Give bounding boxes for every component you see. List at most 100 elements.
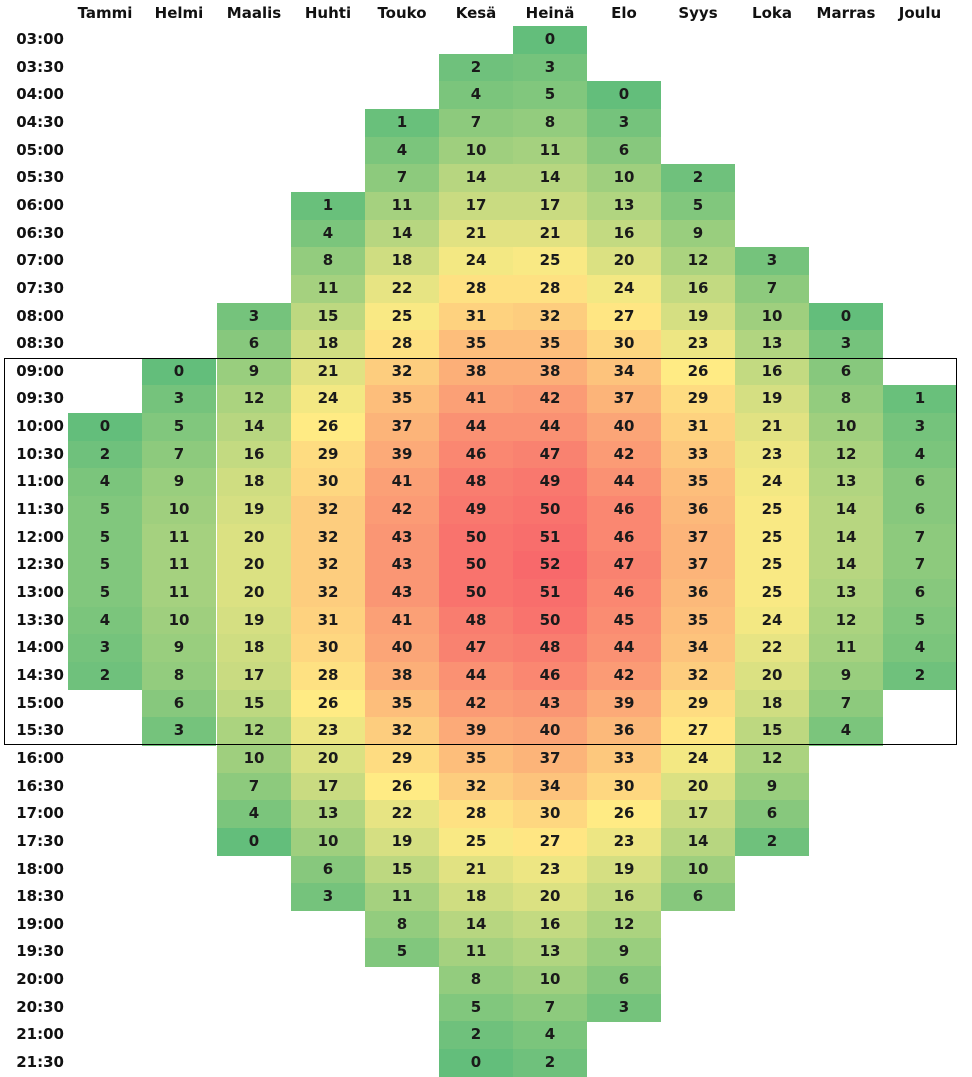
heatmap-cell: 46	[587, 579, 661, 608]
heatmap-cell: 14	[513, 164, 587, 193]
heatmap-cell: 4	[217, 800, 291, 829]
heatmap-cell: 20	[217, 551, 291, 580]
heatmap-cell: 12	[809, 440, 883, 469]
heatmap-cell: 17	[439, 191, 513, 221]
time-label: 05:00	[16, 140, 64, 159]
heatmap-cell: 22	[365, 274, 439, 304]
heatmap-cell: 30	[587, 772, 661, 801]
time-label: 21:00	[16, 1025, 64, 1044]
heatmap-cell: 14	[439, 910, 513, 940]
heatmap-cell: 37	[661, 551, 735, 580]
heatmap-cell: 5	[68, 523, 142, 552]
heatmap-cell: 27	[661, 717, 735, 746]
time-label: 06:00	[16, 195, 64, 214]
heatmap-cell: 29	[291, 440, 365, 469]
heatmap-cell: 14	[809, 496, 883, 525]
heatmap-cell: 48	[513, 634, 587, 663]
heatmap-cell: 32	[291, 496, 365, 525]
heatmap-cell: 43	[365, 579, 439, 608]
heatmap-cell: 30	[291, 634, 365, 663]
heatmap-cell: 41	[365, 468, 439, 497]
heatmap-cell: 47	[587, 551, 661, 580]
heatmap-cell: 6	[142, 689, 216, 718]
heatmap-cell: 34	[587, 357, 661, 387]
heatmap-cell: 11	[142, 551, 216, 580]
heatmap-cell: 4	[68, 606, 142, 635]
time-label: 17:00	[16, 804, 64, 823]
heatmap-cell: 25	[735, 523, 809, 552]
heatmap-cell: 7	[735, 274, 809, 304]
heatmap-cell: 28	[291, 661, 365, 691]
time-label: 20:00	[16, 970, 64, 989]
heatmap-cell: 50	[439, 551, 513, 580]
heatmap-cell: 30	[291, 468, 365, 497]
heatmap-cell: 27	[587, 302, 661, 331]
heatmap-cell: 8	[291, 247, 365, 276]
heatmap-cell: 0	[439, 1049, 513, 1077]
heatmap-cell: 18	[365, 247, 439, 276]
heatmap-cell: 12	[661, 247, 735, 276]
heatmap-cell: 10	[809, 413, 883, 442]
heatmap-cell: 22	[735, 634, 809, 663]
heatmap-cell: 0	[68, 413, 142, 442]
heatmap-cell: 39	[439, 717, 513, 746]
month-label: Huhti	[304, 4, 352, 22]
heatmap-cell: 23	[735, 440, 809, 469]
month-label: Loka	[752, 4, 792, 22]
heatmap-cell: 5	[513, 81, 587, 110]
heatmap-cell: 35	[661, 606, 735, 635]
heatmap-cell: 4	[809, 717, 883, 746]
heatmap-cell: 42	[587, 661, 661, 691]
time-label: 11:30	[16, 500, 64, 519]
heatmap-cell: 30	[587, 330, 661, 359]
heatmap-cell: 23	[513, 855, 587, 884]
heatmap-cell: 13	[809, 579, 883, 608]
heatmap-cell: 10	[142, 496, 216, 525]
heatmap-cell: 10	[291, 827, 365, 857]
heatmap-cell: 26	[365, 772, 439, 801]
heatmap-cell: 41	[439, 385, 513, 414]
heatmap-cell: 44	[587, 634, 661, 663]
heatmap-cell: 8	[142, 661, 216, 691]
heatmap-cell: 46	[587, 523, 661, 552]
heatmap-cell: 11	[365, 883, 439, 912]
heatmap-cell: 21	[291, 357, 365, 387]
heatmap-cell: 32	[291, 551, 365, 580]
time-label: 16:30	[16, 776, 64, 795]
heatmap-cell: 31	[661, 413, 735, 442]
heatmap-cell: 9	[587, 938, 661, 967]
heatmap-cell: 6	[217, 330, 291, 359]
time-label: 20:30	[16, 997, 64, 1016]
heatmap-cell: 9	[661, 219, 735, 248]
heatmap-cell: 8	[439, 966, 513, 995]
heatmap-cell: 12	[217, 717, 291, 746]
heatmap-cell: 4	[291, 219, 365, 248]
heatmap-cell: 0	[217, 827, 291, 857]
heatmap-cell: 10	[217, 744, 291, 774]
heatmap-cell: 13	[735, 330, 809, 359]
time-label: 13:30	[16, 610, 64, 629]
heatmap-cell: 29	[661, 385, 735, 414]
heatmap-cell: 28	[439, 800, 513, 829]
heatmap-cell: 25	[513, 247, 587, 276]
time-label: 15:30	[16, 721, 64, 740]
heatmap-cell: 8	[809, 385, 883, 414]
heatmap-cell: 50	[439, 579, 513, 608]
heatmap-cell: 43	[365, 523, 439, 552]
heatmap-cell: 30	[513, 800, 587, 829]
heatmap-cell: 39	[365, 440, 439, 469]
heatmap-cell: 5	[365, 938, 439, 967]
heatmap-cell: 6	[809, 357, 883, 387]
time-label: 21:30	[16, 1053, 64, 1072]
month-label: Kesä	[455, 4, 497, 22]
heatmap-cell: 7	[142, 440, 216, 469]
heatmap-cell: 24	[587, 274, 661, 304]
heatmap-cell: 3	[587, 108, 661, 138]
heatmap-cell: 32	[291, 579, 365, 608]
month-label: Syys	[678, 4, 718, 22]
heatmap-cell: 10	[439, 136, 513, 165]
heatmap-cell: 17	[661, 800, 735, 829]
heatmap-cell: 26	[587, 800, 661, 829]
time-label: 03:00	[16, 30, 64, 48]
heatmap-cell: 6	[587, 136, 661, 165]
